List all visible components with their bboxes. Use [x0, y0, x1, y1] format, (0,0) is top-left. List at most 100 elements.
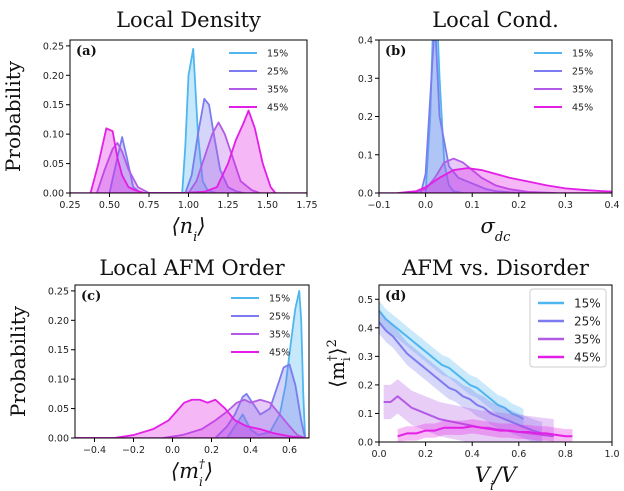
x-tick-label: 1.25: [217, 200, 238, 211]
series-fill-45%: [75, 399, 306, 438]
y-tick-label: 0.2: [358, 380, 373, 391]
y-tick-label: 0.05: [43, 159, 64, 170]
legend: 15% 25% 35% 45%: [229, 49, 288, 114]
x-tick-label: 0.75: [138, 200, 159, 211]
legend-label: 45%: [267, 103, 288, 114]
x-tick-label: 1.50: [257, 200, 278, 211]
y-tick-label: 0.0: [358, 189, 373, 200]
panel-title: Local Density: [116, 8, 261, 32]
axes-frame: [378, 284, 613, 443]
series-line-45%: [397, 167, 612, 193]
legend-label: 35%: [574, 333, 601, 347]
x-tick-label: 0.2: [204, 445, 219, 456]
panel-b: Local Cond.−0.1 0.0 0.1 0.2 0.3 0.40.00.10.20…: [358, 8, 620, 245]
y-tick-label: 0.15: [48, 345, 69, 356]
x-tick-label: 0.1: [465, 200, 480, 211]
x-tick-label: 1.75: [296, 200, 317, 211]
y-tick-label: 0.5: [358, 295, 373, 306]
panel-title: Local Cond.: [432, 8, 559, 32]
axes-frame: [378, 39, 613, 194]
x-tick-label: 0.25: [59, 200, 80, 211]
x-tick-label: 0.6: [511, 449, 526, 460]
series-line-15%: [379, 310, 524, 421]
x-tick-label: 0.2: [511, 200, 526, 211]
y-tick-label: 0.10: [43, 130, 64, 141]
y-tick-label: 0.3: [358, 74, 373, 85]
series-line-35%: [162, 398, 306, 438]
y-tick-label: 0.20: [48, 316, 69, 327]
plot-area: [379, 40, 612, 193]
y-tick-label: 0.25: [43, 41, 64, 52]
panel-a: Local Density 0.25 0.50 0.75 1.00 1.25 1.50 1.7…: [1, 8, 318, 245]
x-tick-label: 0.0: [418, 200, 433, 211]
panel-title: AFM vs. Disorder: [401, 256, 590, 280]
series-fill-35%: [411, 158, 557, 193]
panel-label: (a): [76, 44, 97, 59]
x-tick-label: −0.4: [83, 445, 106, 456]
x-axis-label: σdc: [481, 214, 512, 245]
axes-frame: [74, 284, 310, 439]
y-tick-label: 0.2: [358, 112, 373, 123]
series-line-35%: [411, 157, 557, 193]
series-line-35%: [96, 121, 260, 193]
series-fill-15%: [425, 40, 463, 193]
y-tick-label: 0.1: [358, 409, 373, 420]
x-tick-label: 0.0: [371, 449, 386, 460]
legend-box: [529, 288, 607, 368]
legend-label: 25%: [269, 312, 290, 323]
x-tick-label: 0.8: [558, 449, 573, 460]
y-tick-label: 0.0: [358, 438, 373, 449]
series-fill-25%: [109, 98, 244, 193]
y-tick-label: 0.00: [48, 434, 69, 445]
x-tick-label: 0.6: [282, 445, 297, 456]
x-tick-label: 1.0: [604, 449, 619, 460]
panel-label: (b): [385, 44, 406, 59]
legend-label: 15%: [574, 297, 601, 311]
x-tick-label: 0.50: [99, 200, 120, 211]
legend-label: 15%: [269, 294, 290, 305]
series-line-15%: [226, 289, 306, 438]
series-band-35%: [383, 379, 554, 442]
x-axis-label: ⟨ni⟩: [171, 214, 205, 245]
y-tick-label: 0.25: [48, 286, 69, 297]
legend-label: 45%: [574, 351, 601, 365]
plot-area: [75, 289, 309, 438]
series-fill-45%: [397, 168, 612, 193]
legend-label: 25%: [574, 315, 601, 329]
series-fill-25%: [420, 40, 529, 193]
panel-label: (d): [385, 289, 406, 304]
y-tick-label: 0.4: [358, 323, 373, 334]
legend: 15% 25% 35% 45%: [529, 288, 607, 368]
series-band-25%: [379, 310, 543, 442]
legend-label: 25%: [267, 67, 288, 78]
panel-title: Local AFM Order: [99, 256, 285, 280]
plot-area: [379, 300, 573, 442]
panel-d: AFM vs. Disorder 0.0 0.2 0.4 0.6 0.8 1.0 0.0 0.1…: [325, 256, 620, 491]
y-tick-label: 0.10: [48, 375, 69, 386]
y-axis-label: Probability: [1, 60, 25, 172]
series-fill-45%: [90, 110, 276, 193]
series-line-25%: [420, 40, 529, 193]
x-tick-label: 1.00: [178, 200, 199, 211]
legend-label: 35%: [269, 330, 290, 341]
y-tick-label: 0.00: [43, 189, 64, 200]
x-tick-label: 0.0: [165, 445, 180, 456]
legend: 15% 25% 35% 45%: [231, 294, 290, 359]
legend-label: 45%: [269, 348, 290, 359]
y-tick-label: 0.3: [358, 352, 373, 363]
x-axis-label: Vi/V: [475, 463, 518, 491]
series-band-45%: [397, 419, 573, 442]
legend-label: 25%: [572, 67, 593, 78]
y-tick-label: 0.1: [358, 150, 373, 161]
y-axis-label: ⟨mi†⟩2: [325, 339, 353, 388]
x-tick-label: 0.4: [604, 200, 619, 211]
series-line-45%: [397, 425, 573, 438]
series-fill-15%: [182, 48, 217, 193]
series-line-25%: [108, 97, 244, 193]
x-tick-label: 0.4: [465, 449, 480, 460]
y-tick-label: 0.4: [358, 36, 373, 47]
series-fill-25%: [215, 364, 306, 438]
legend-label: 45%: [572, 103, 593, 114]
legend-label: 15%: [572, 49, 593, 60]
